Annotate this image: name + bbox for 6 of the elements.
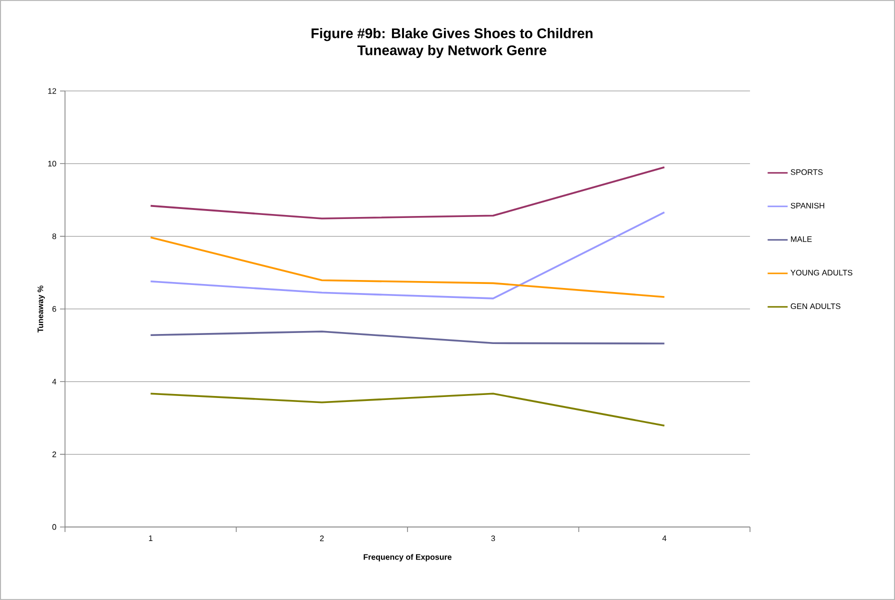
line-series (150, 211, 666, 300)
line-series (150, 236, 666, 298)
line-series (150, 166, 666, 220)
line-series (150, 330, 666, 344)
chart-subtitle: Tuneaway by Network Genre (357, 44, 546, 58)
chart-title: Figure #9b: Blake Gives Shoes to Children (312, 28, 592, 42)
